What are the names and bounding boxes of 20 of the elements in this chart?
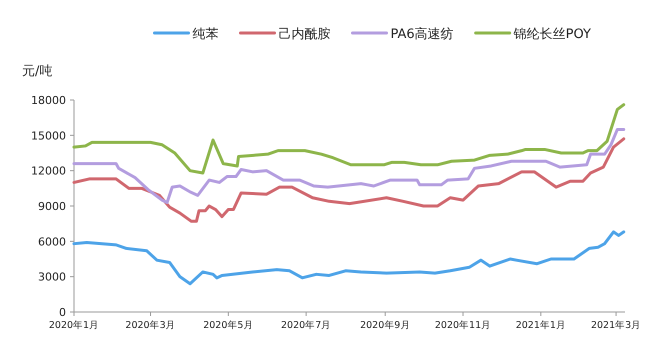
x-tick-label: 2021年1月 [516, 319, 566, 331]
y-axis-title: 元/吨 [22, 64, 52, 79]
y-tick-label: 18000 [31, 94, 66, 107]
x-tick-label: 2021年3月 [590, 319, 642, 331]
y-tick-label: 6000 [38, 235, 66, 248]
legend-label: 己内酰胺 [278, 27, 330, 42]
y-tick-label: 0 [59, 306, 66, 319]
legend-label: 纯苯 [192, 27, 218, 42]
y-tick-label: 9000 [38, 200, 66, 213]
x-tick-label: 2020年9月 [360, 319, 410, 331]
x-tick-label: 2020年3月 [125, 319, 176, 331]
y-tick-label: 15000 [31, 129, 66, 142]
x-tick-label: 2020年5月 [203, 319, 254, 331]
y-tick-label: 3000 [38, 270, 66, 284]
x-tick-label: 2020年1月 [48, 319, 100, 331]
legend-label: 锦纶长丝POY [512, 27, 592, 42]
x-tick-label: 2020年11月 [434, 319, 492, 331]
legend-label: PA6高速纺 [390, 26, 454, 42]
y-tick-label: 12000 [31, 164, 66, 178]
x-tick-label: 2020年7月 [281, 319, 332, 331]
